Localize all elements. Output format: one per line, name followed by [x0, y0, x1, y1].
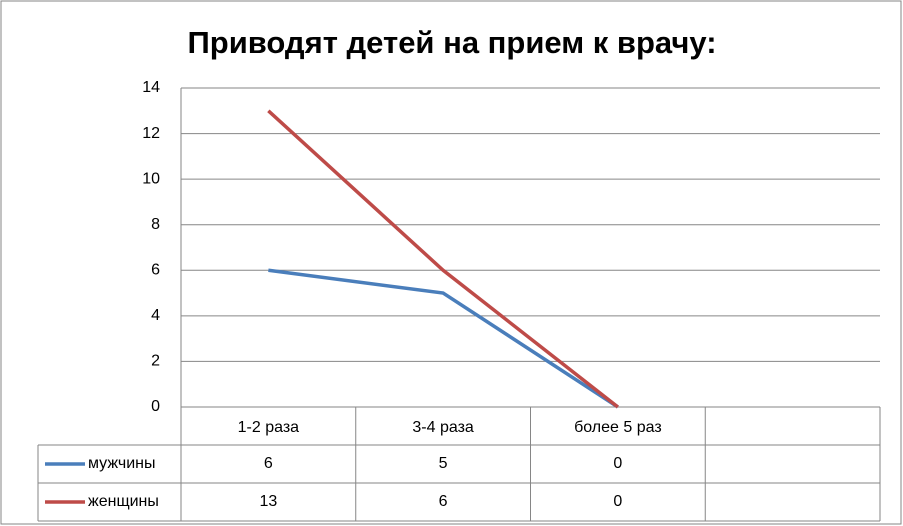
- series-line: [268, 268, 619, 409]
- legend-label: мужчины: [88, 455, 156, 472]
- x-tick-label: 1-2 раза: [238, 419, 300, 436]
- table-value: 6: [439, 493, 448, 510]
- legend-label: женщины: [88, 493, 159, 510]
- y-tick-label: 14: [142, 79, 160, 96]
- table-value: 0: [613, 455, 622, 472]
- series-line: [267, 109, 619, 409]
- y-tick-label: 6: [151, 262, 160, 279]
- table-value: 13: [259, 493, 277, 510]
- y-tick-label: 0: [151, 398, 160, 415]
- y-tick-label: 10: [142, 170, 160, 187]
- y-tick-label: 4: [151, 307, 160, 324]
- y-tick-label: 12: [142, 125, 160, 142]
- table-value: 0: [613, 493, 622, 510]
- table-value: 5: [439, 455, 448, 472]
- y-tick-label: 8: [151, 216, 160, 233]
- chart-title: Приводят детей на прием к врачу:: [187, 25, 716, 60]
- y-tick-label: 2: [151, 353, 160, 370]
- table-value: 6: [264, 455, 273, 472]
- x-tick-label: 3-4 раза: [412, 419, 474, 436]
- x-tick-label: более 5 раз: [574, 419, 662, 436]
